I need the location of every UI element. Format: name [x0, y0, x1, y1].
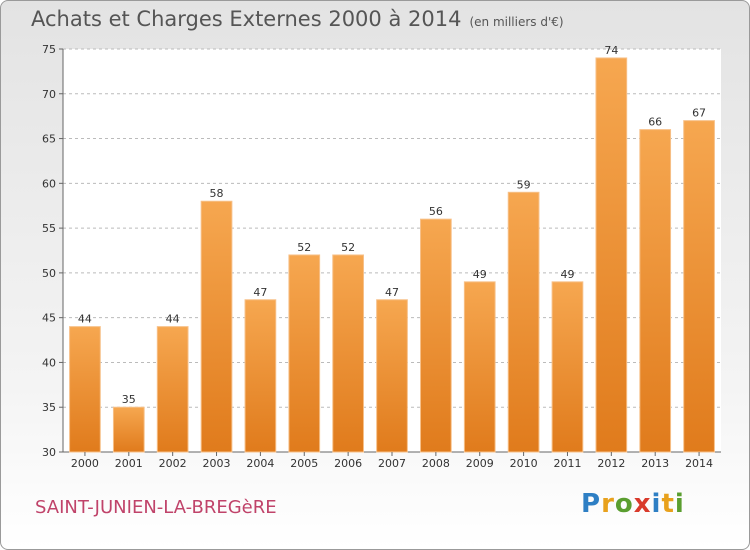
bar — [376, 299, 408, 453]
x-tick-label: 2009 — [466, 457, 494, 470]
data-label: 35 — [122, 393, 136, 406]
y-tick-label: 55 — [42, 222, 56, 235]
data-label: 74 — [604, 44, 618, 57]
x-tick-label: 2000 — [71, 457, 99, 470]
bar — [551, 281, 584, 453]
commune-name: SAINT-JUNIEN-LA-BREGèRE — [35, 497, 277, 518]
chart-subtitle: (en milliers d'€) — [469, 15, 564, 29]
bar — [288, 254, 321, 453]
x-tick-label: 2006 — [334, 457, 362, 470]
bar — [112, 406, 145, 453]
y-tick-label: 60 — [42, 177, 56, 190]
bar — [156, 326, 189, 453]
logo-letter: P — [581, 489, 602, 519]
data-label: 52 — [341, 241, 355, 254]
bar — [595, 57, 628, 453]
bar — [420, 218, 452, 453]
y-tick-label: 70 — [42, 88, 56, 101]
bar — [463, 281, 496, 453]
y-tick-label: 50 — [42, 267, 56, 280]
y-tick-label: 35 — [42, 401, 56, 414]
y-tick-label: 65 — [42, 133, 56, 146]
x-tick-label: 2013 — [641, 457, 669, 470]
bar — [69, 326, 101, 453]
chart-title-text: Achats et Charges Externes 2000 à 2014 — [31, 7, 462, 31]
y-tick-label: 75 — [42, 43, 56, 56]
bar — [683, 120, 715, 453]
data-label: 67 — [692, 107, 706, 120]
data-label: 44 — [166, 313, 180, 326]
data-label: 49 — [560, 268, 574, 281]
chart-title: Achats et Charges Externes 2000 à 2014 (e… — [31, 7, 564, 31]
x-tick-label: 2007 — [378, 457, 406, 470]
data-label: 56 — [429, 205, 443, 218]
logo-letter: t — [661, 489, 675, 519]
bar — [507, 191, 540, 453]
x-tick-label: 2012 — [597, 457, 625, 470]
data-label: 47 — [385, 286, 399, 299]
x-tick-label: 2004 — [246, 457, 274, 470]
data-label: 58 — [210, 187, 224, 200]
logo-letter: o — [614, 489, 634, 519]
logo-letter: i — [651, 489, 662, 519]
x-tick-label: 2011 — [553, 457, 581, 470]
proxiti-logo: Proxiti — [581, 489, 685, 519]
data-label: 59 — [517, 178, 531, 191]
bar — [200, 200, 233, 453]
y-tick-label: 30 — [42, 446, 56, 459]
x-tick-label: 2001 — [115, 457, 143, 470]
data-label: 49 — [473, 268, 487, 281]
data-label: 47 — [253, 286, 267, 299]
logo-letter: x — [633, 489, 652, 519]
x-tick-label: 2010 — [510, 457, 538, 470]
x-tick-label: 2003 — [203, 457, 231, 470]
x-tick-label: 2005 — [290, 457, 318, 470]
x-tick-label: 2014 — [685, 457, 713, 470]
x-tick-label: 2008 — [422, 457, 450, 470]
logo-letter: i — [674, 489, 685, 519]
logo-letter: r — [601, 489, 615, 519]
data-label: 66 — [648, 116, 662, 129]
bar — [332, 254, 364, 453]
data-label: 52 — [297, 241, 311, 254]
data-label: 44 — [78, 313, 92, 326]
y-tick-label: 45 — [42, 312, 56, 325]
bar — [244, 299, 277, 453]
y-tick-label: 40 — [42, 356, 56, 369]
x-tick-label: 2002 — [159, 457, 187, 470]
bar — [639, 129, 672, 453]
